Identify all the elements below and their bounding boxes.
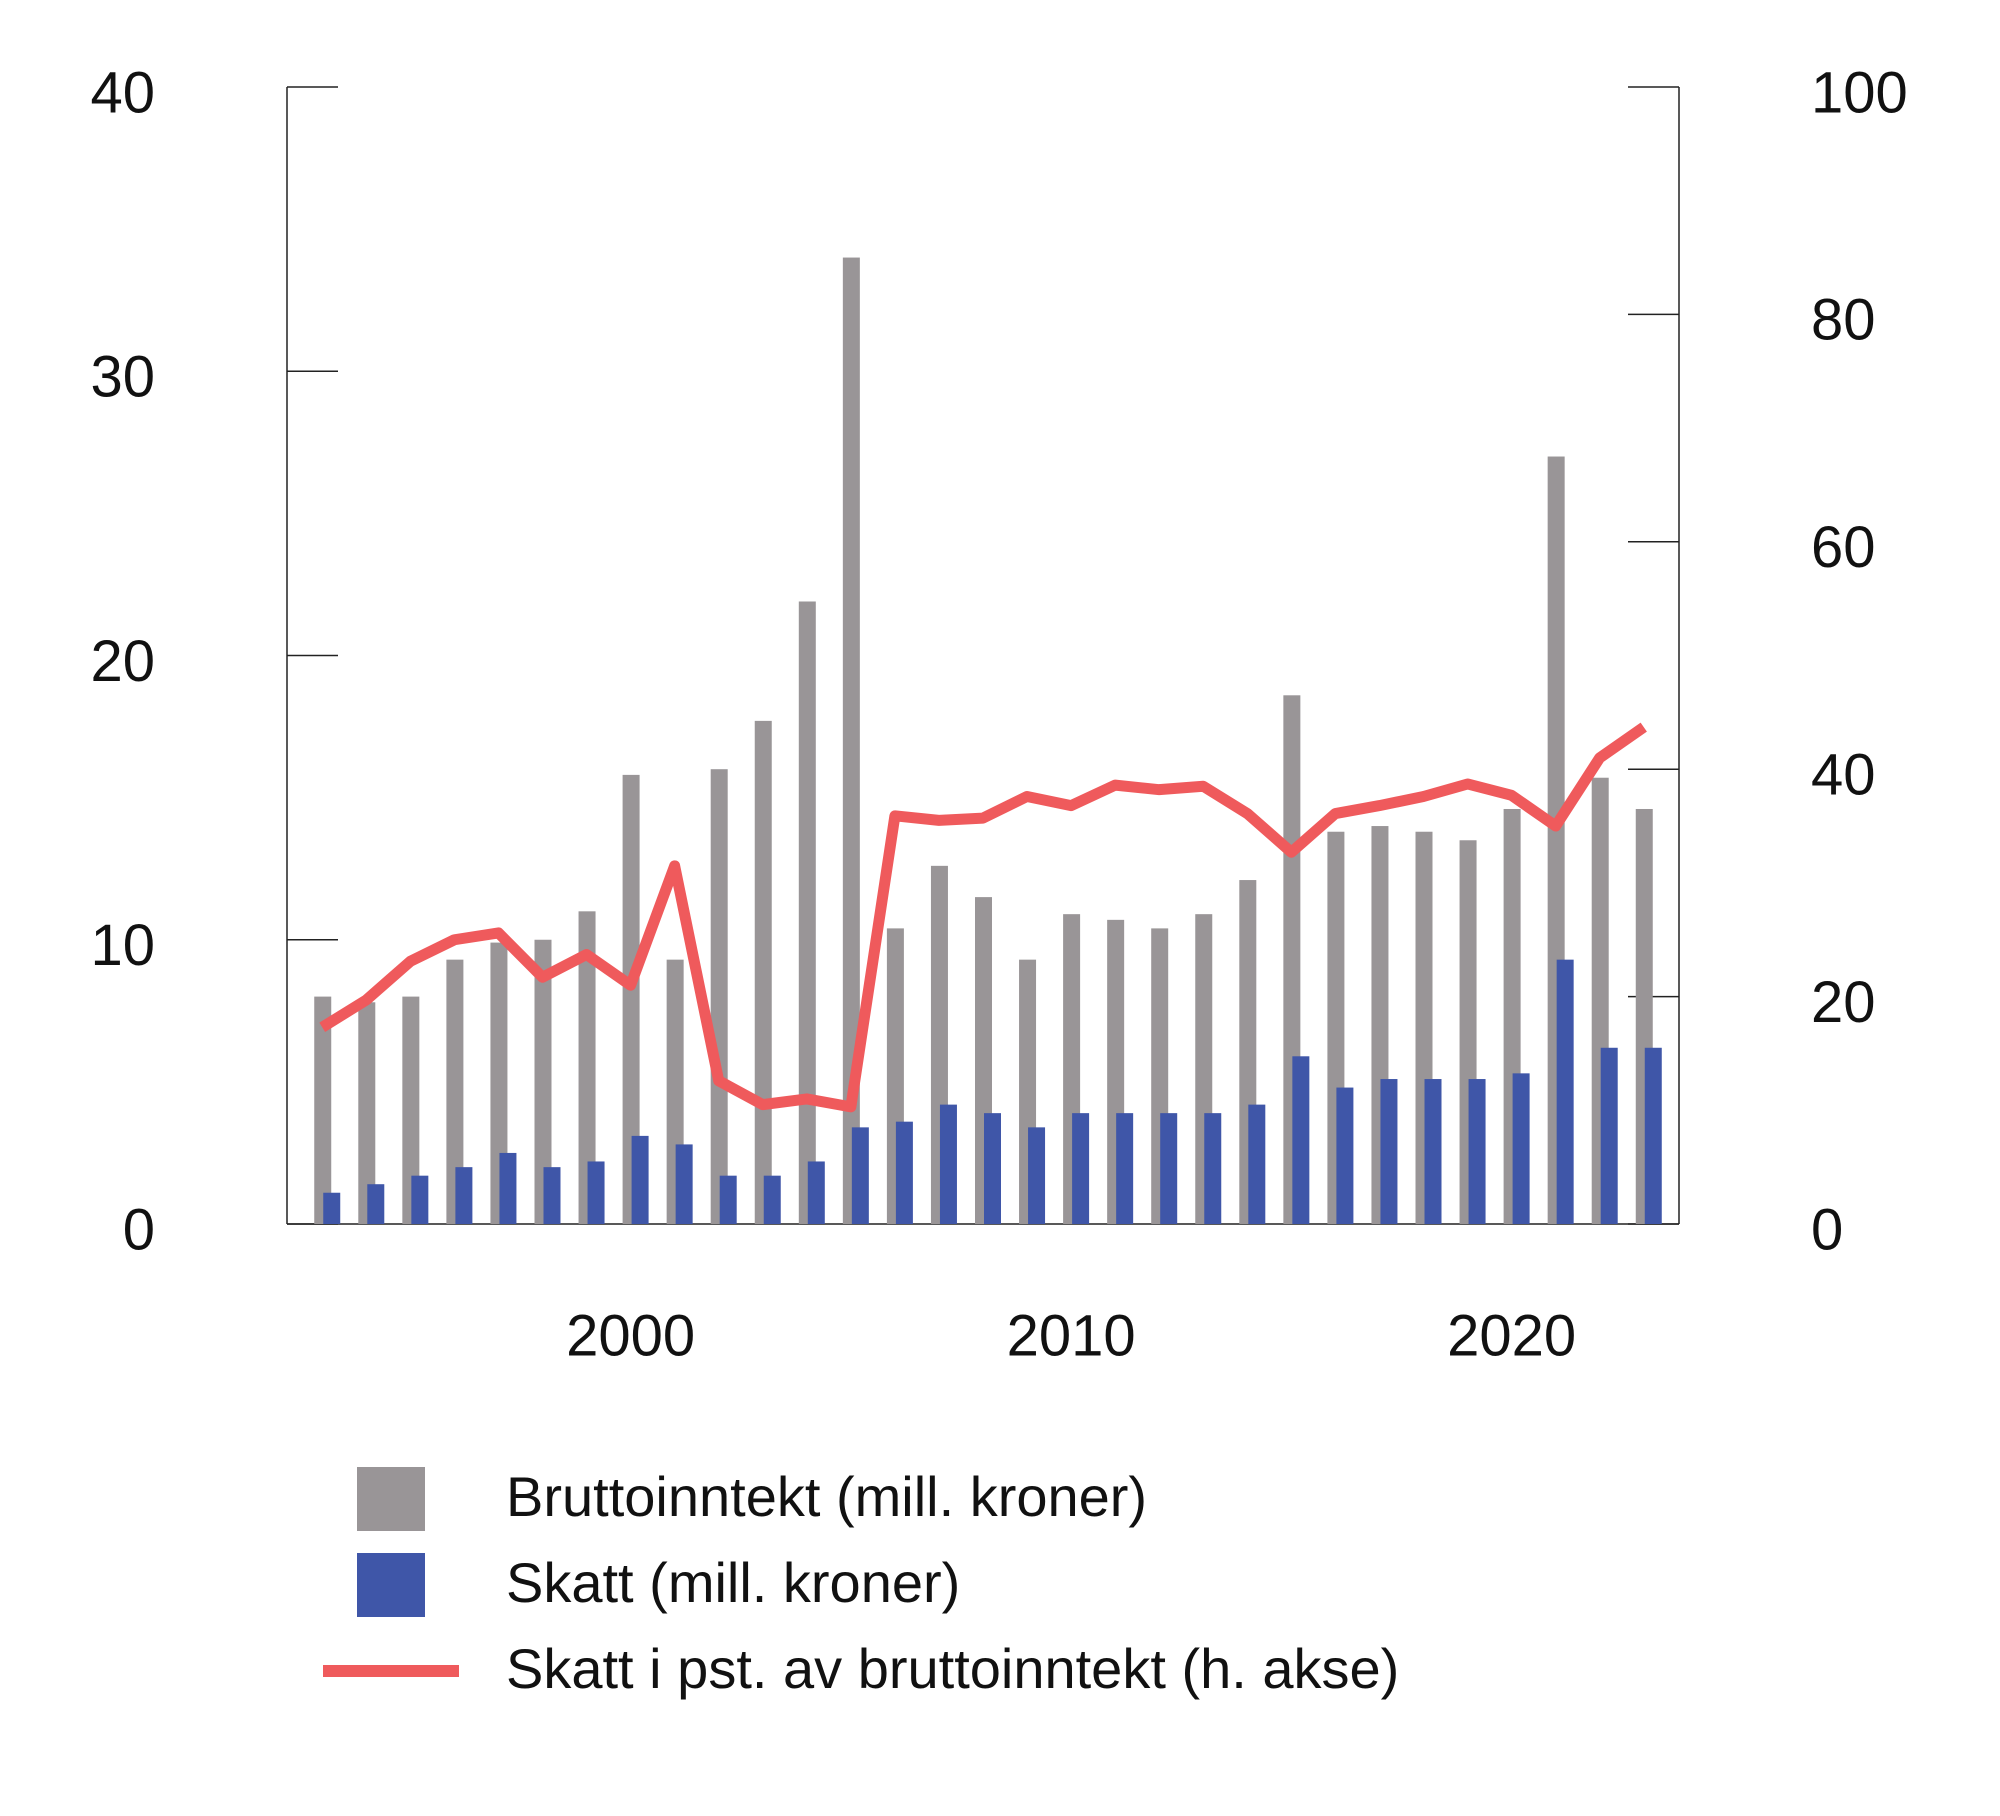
legend-swatch [357, 1467, 425, 1531]
bar [851, 1127, 869, 1224]
bar [631, 1135, 649, 1224]
line [319, 722, 1647, 1113]
bar [587, 1161, 605, 1224]
y2-tick-label: 0 [1811, 1197, 1843, 1262]
bar [1468, 1079, 1486, 1224]
bar [323, 1192, 341, 1224]
bar [1292, 1056, 1310, 1224]
bar [358, 1002, 376, 1224]
x-tick-label: 2010 [1007, 1303, 1136, 1368]
bar [675, 1144, 693, 1224]
bar [367, 1184, 385, 1224]
y-tick-label: 0 [123, 1197, 155, 1262]
bar [984, 1113, 1001, 1224]
bar [578, 911, 596, 1224]
bar [411, 1175, 429, 1224]
bar [455, 1167, 473, 1224]
bar [1204, 1113, 1222, 1224]
bar [710, 769, 728, 1224]
y-tick-label: 20 [90, 629, 155, 694]
bar [314, 996, 332, 1224]
x-tick-label: 2020 [1447, 1303, 1576, 1368]
bar [895, 1121, 913, 1224]
bar [446, 959, 464, 1224]
bar [1028, 1127, 1046, 1224]
bar [1248, 1104, 1266, 1224]
bar [719, 1175, 737, 1224]
bar [754, 720, 772, 1224]
bar [842, 257, 860, 1224]
y2-tick-label: 40 [1811, 743, 1876, 808]
legend-label: Bruttoinntekt (mill. kroner) [506, 1465, 1147, 1528]
bar [763, 1175, 781, 1224]
y2-tick-label: 20 [1811, 970, 1876, 1035]
bar [1380, 1079, 1398, 1224]
bar [534, 939, 552, 1224]
bar [939, 1104, 957, 1224]
bar [1072, 1113, 1090, 1224]
bar [1160, 1113, 1178, 1224]
y-tick-label: 40 [90, 60, 155, 125]
y-tick-label: 10 [90, 913, 155, 978]
legend-swatch [357, 1553, 425, 1617]
y-tick-label: 30 [90, 345, 155, 410]
y2-tick-label: 60 [1811, 515, 1876, 580]
x-tick-label: 2000 [566, 1303, 695, 1368]
bar [1600, 1047, 1618, 1224]
bar [807, 1161, 825, 1224]
bar [1512, 1073, 1530, 1224]
bar [1424, 1079, 1442, 1224]
legend-label: Skatt (mill. kroner) [506, 1551, 960, 1614]
y2-tick-label: 80 [1811, 288, 1876, 353]
legend-label: Skatt i pst. av bruttoinntekt (h. akse) [506, 1637, 1399, 1700]
bar [543, 1167, 561, 1224]
bar [1644, 1047, 1662, 1224]
bar [499, 1152, 517, 1224]
bar [1336, 1087, 1354, 1224]
y2-tick-label: 100 [1811, 60, 1908, 125]
bar [1556, 959, 1574, 1224]
bar [1116, 1113, 1134, 1224]
bar [402, 996, 420, 1224]
bar [798, 601, 816, 1224]
bar [622, 774, 640, 1224]
